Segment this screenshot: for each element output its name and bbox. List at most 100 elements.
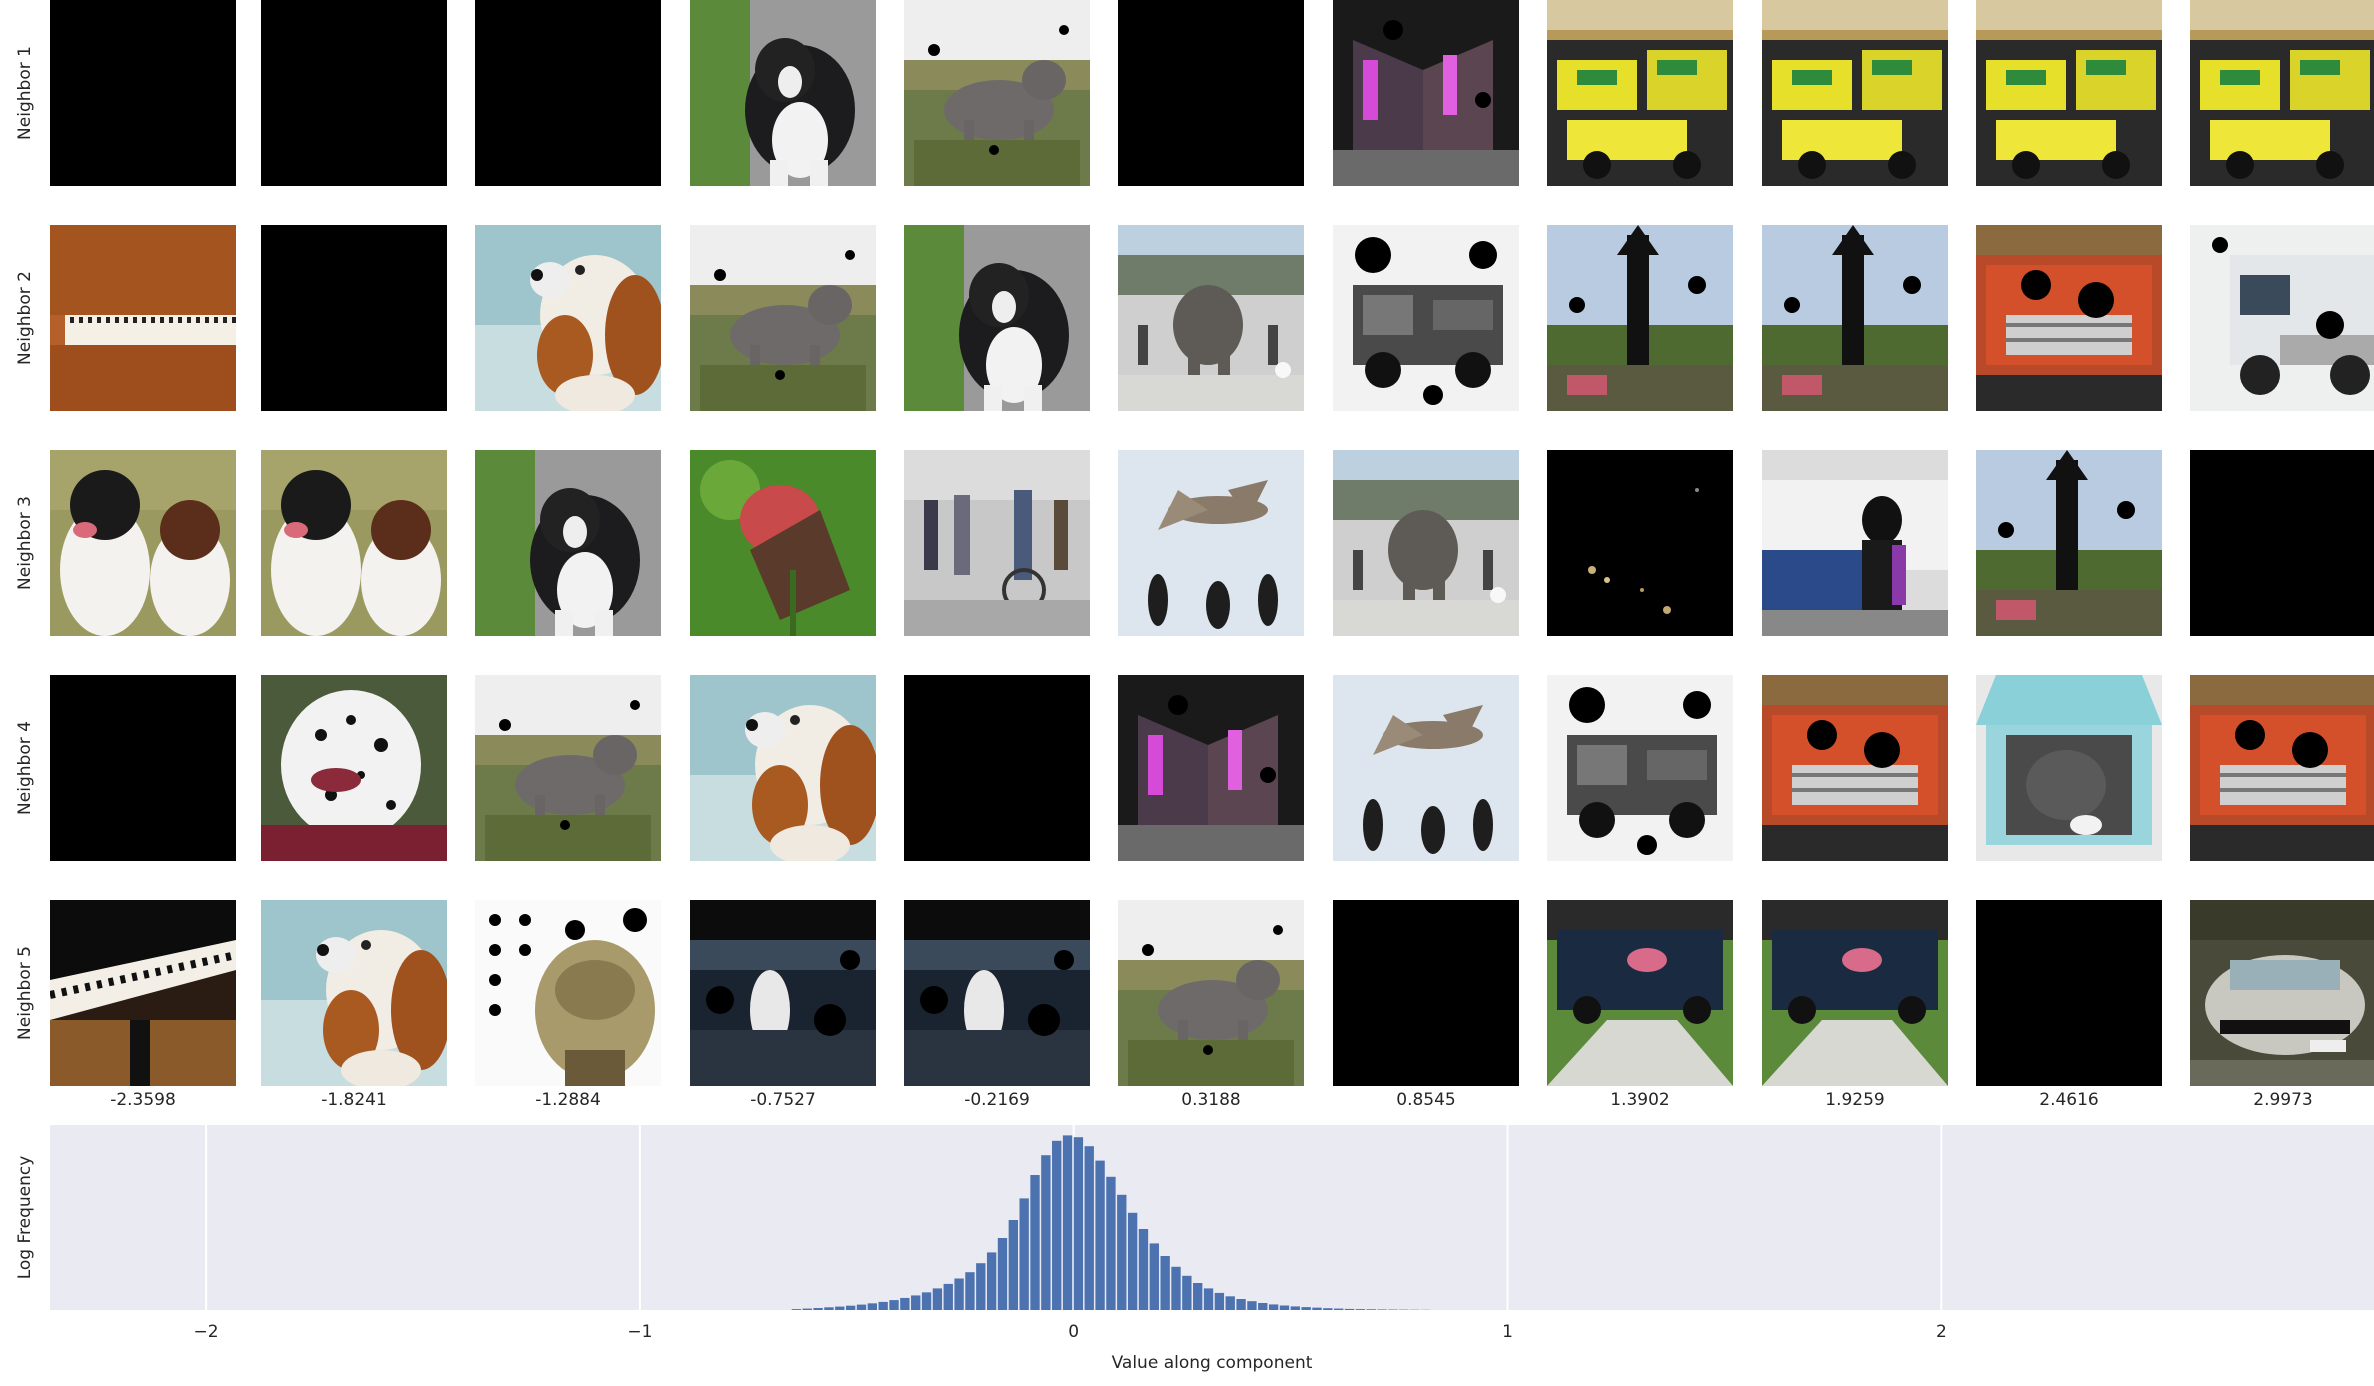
neighbor-image-r2-c9 <box>1762 225 1948 411</box>
neighbor-image-r5-c8 <box>1547 900 1733 1086</box>
neighbor-image-r2-c2 <box>261 225 447 411</box>
histogram-bar <box>911 1295 920 1310</box>
neighbor-image-r5-c4 <box>690 900 876 1086</box>
histogram-bar <box>944 1284 953 1310</box>
neighbor-image-r1-c8 <box>1547 0 1733 186</box>
neighbor-image-r5-c6 <box>1118 900 1304 1086</box>
column-value-6: 0.3188 <box>1118 1090 1304 1110</box>
neighbor-image-r4-c6 <box>1118 675 1304 861</box>
neighbor-image-r3-c6 <box>1118 450 1304 636</box>
column-value-2: -1.8241 <box>261 1090 447 1110</box>
histogram-bar <box>998 1238 1007 1310</box>
histogram-bar <box>1291 1306 1300 1310</box>
neighbor-image-r3-c9 <box>1762 450 1948 636</box>
histogram-bar <box>1193 1283 1202 1310</box>
histogram-bar <box>1117 1195 1126 1310</box>
neighbor-image-r4-c1 <box>50 675 236 861</box>
neighbor-image-r4-c9 <box>1762 675 1948 861</box>
neighbor-image-r5-c5 <box>904 900 1090 1086</box>
histogram-bar <box>1204 1288 1213 1310</box>
column-value-1: -2.3598 <box>50 1090 236 1110</box>
neighbor-image-r2-c8 <box>1547 225 1733 411</box>
row-label-neighbor-3: Neighbor 3 <box>15 496 35 590</box>
x-axis-label: Value along component <box>1112 1353 1313 1373</box>
neighbor-image-r3-c5 <box>904 450 1090 636</box>
neighbor-image-r2-c11 <box>2190 225 2374 411</box>
histogram-bar <box>1041 1155 1050 1310</box>
neighbor-image-r3-c11 <box>2190 450 2374 636</box>
histogram-bar <box>1128 1213 1137 1310</box>
histogram-bar <box>1139 1229 1148 1310</box>
neighbor-image-r2-c3 <box>475 225 661 411</box>
histogram-bar <box>1063 1135 1072 1310</box>
histogram-bar <box>879 1302 888 1310</box>
histogram-bar <box>922 1292 931 1310</box>
histogram-bar <box>1052 1141 1061 1310</box>
neighbor-image-r5-c10 <box>1976 900 2162 1086</box>
histogram-bar <box>868 1303 877 1310</box>
histogram-bar <box>792 1309 801 1310</box>
histogram-bar <box>1236 1299 1245 1310</box>
neighbor-image-r4-c5 <box>904 675 1090 861</box>
neighbor-image-r5-c7 <box>1333 900 1519 1086</box>
column-value-5: -0.2169 <box>904 1090 1090 1110</box>
histogram-bar <box>1106 1177 1115 1310</box>
histogram-bar <box>900 1298 909 1310</box>
neighbor-image-r3-c1 <box>50 450 236 636</box>
x-tick-label: −2 <box>194 1322 219 1342</box>
x-tick-label: 1 <box>1502 1322 1513 1342</box>
histogram-bar <box>1247 1301 1256 1310</box>
histogram-bar <box>1356 1309 1365 1310</box>
histogram-bar <box>824 1307 833 1310</box>
neighbor-image-r3-c10 <box>1976 450 2162 636</box>
neighbor-image-r2-c10 <box>1976 225 2162 411</box>
neighbor-image-r5-c9 <box>1762 900 1948 1086</box>
histogram-bar <box>1269 1304 1278 1310</box>
neighbor-image-r5-c2 <box>261 900 447 1086</box>
neighbor-image-r4-c2 <box>261 675 447 861</box>
histogram-bar <box>1160 1256 1169 1310</box>
neighbor-image-r5-c1 <box>50 900 236 1086</box>
histogram-bar <box>1085 1146 1094 1310</box>
histogram-bar <box>1334 1309 1343 1310</box>
histogram-bar <box>1345 1309 1354 1310</box>
histogram-bar <box>976 1263 985 1310</box>
neighbor-image-r5-c3 <box>475 900 661 1086</box>
histogram-bar <box>1215 1293 1224 1310</box>
x-tick-label: −1 <box>627 1322 652 1342</box>
histogram-bar <box>1323 1308 1332 1310</box>
neighbor-image-r3-c8 <box>1547 450 1733 636</box>
neighbor-image-r1-c10 <box>1976 0 2162 186</box>
histogram-bar <box>965 1272 974 1310</box>
histogram-bar <box>1074 1137 1083 1310</box>
row-label-neighbor-2: Neighbor 2 <box>15 271 35 365</box>
column-value-7: 0.8545 <box>1333 1090 1519 1110</box>
neighbor-image-r4-c11 <box>2190 675 2374 861</box>
histogram-bar <box>1301 1307 1310 1310</box>
column-value-9: 1.9259 <box>1762 1090 1948 1110</box>
histogram-bar <box>1367 1309 1376 1310</box>
neighbor-image-r4-c4 <box>690 675 876 861</box>
histogram-bar <box>1377 1309 1386 1310</box>
neighbor-image-r1-c1 <box>50 0 236 186</box>
neighbor-image-r2-c4 <box>690 225 876 411</box>
row-label-neighbor-5: Neighbor 5 <box>15 946 35 1040</box>
neighbor-image-r1-c6 <box>1118 0 1304 186</box>
neighbor-image-r1-c11 <box>2190 0 2374 186</box>
neighbor-image-r2-c5 <box>904 225 1090 411</box>
column-value-11: 2.9973 <box>2190 1090 2374 1110</box>
histogram-bar <box>803 1309 812 1310</box>
y-axis-label: Log Frequency <box>15 1156 35 1280</box>
histogram-bar <box>1150 1243 1159 1310</box>
neighbor-image-r1-c9 <box>1762 0 1948 186</box>
row-label-neighbor-4: Neighbor 4 <box>15 721 35 815</box>
neighbor-image-r3-c3 <box>475 450 661 636</box>
neighbor-image-r2-c1 <box>50 225 236 411</box>
histogram-bar <box>889 1300 898 1310</box>
histogram-bar <box>1280 1306 1289 1311</box>
column-value-10: 2.4616 <box>1976 1090 2162 1110</box>
neighbor-image-r1-c5 <box>904 0 1090 186</box>
histogram-bar <box>1095 1161 1104 1310</box>
neighbor-image-r2-c7 <box>1333 225 1519 411</box>
histogram-bar <box>1030 1175 1039 1310</box>
